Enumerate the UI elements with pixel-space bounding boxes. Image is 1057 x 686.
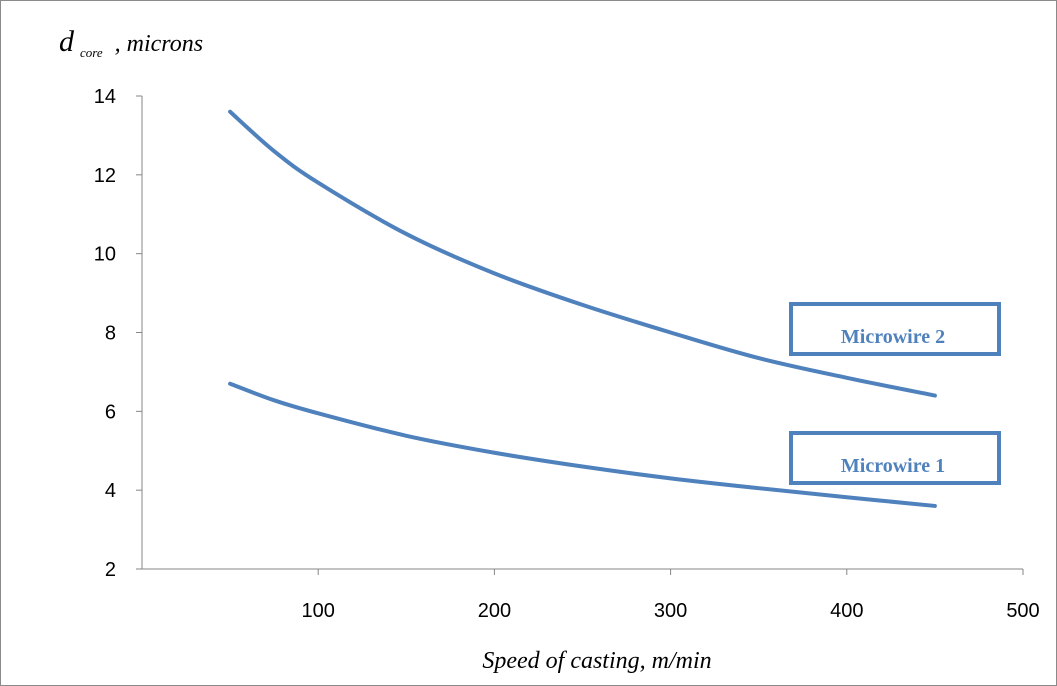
series-label-box-microwire-1 (789, 431, 1001, 485)
x-tick-label: 200 (478, 600, 511, 622)
y-axis-title: d core , microns (59, 25, 203, 60)
y-axis-title-unit: , microns (115, 31, 203, 57)
ticks: 2 4 6 8 10 12 14 100 200 300 400 500 (94, 86, 1040, 622)
y-axis-title-symbol: d (59, 25, 75, 58)
series-lines (228, 109, 937, 508)
y-tick-label: 4 (105, 480, 116, 502)
x-axis-title: Speed of casting, m/min (482, 648, 711, 674)
y-tick-label: 6 (105, 401, 116, 423)
x-tick-label: 300 (654, 600, 687, 622)
series-label-microwire-2: Microwire 2 (841, 326, 945, 348)
y-tick-label: 12 (94, 165, 116, 187)
y-tick-label: 14 (94, 86, 116, 108)
series-label-microwire-1: Microwire 1 (841, 455, 945, 477)
y-tick-label: 8 (105, 323, 116, 345)
x-tick-label: 400 (830, 600, 863, 622)
x-tick-label: 100 (302, 600, 335, 622)
series-labels: Microwire 1 Microwire 2 (789, 302, 1001, 485)
y-tick-label: 2 (105, 559, 116, 581)
y-tick-label: 10 (94, 244, 116, 266)
series-label-box-microwire-2 (789, 302, 1001, 356)
x-tick-label: 500 (1006, 600, 1039, 622)
series-line-microwire-2 (228, 109, 937, 398)
series-line-microwire-1 (228, 381, 937, 508)
y-axis-title-subscript: core (80, 45, 103, 60)
